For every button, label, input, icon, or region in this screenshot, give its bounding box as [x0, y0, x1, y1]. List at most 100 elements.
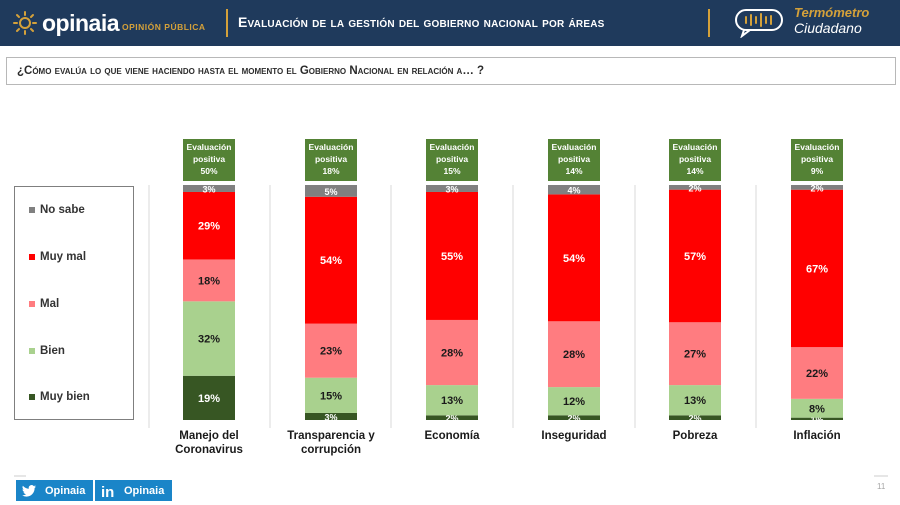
callout-text: positiva [679, 154, 711, 164]
callout-text: positiva [801, 154, 833, 164]
data-label: 5% [324, 187, 337, 197]
legend-label: Muy mal [40, 251, 87, 263]
data-label: 15% [320, 390, 342, 402]
data-label: 67% [806, 263, 828, 275]
bar-segment [426, 319, 478, 386]
bar-segment [426, 191, 478, 320]
legend-swatch [29, 254, 35, 260]
bar-segment [183, 191, 235, 260]
bar-segment [548, 387, 600, 416]
callout-text: 15% [443, 166, 460, 176]
data-label: 28% [563, 349, 585, 361]
bar-segment [669, 185, 721, 190]
bar-segment [426, 385, 478, 416]
thermometer-speech-icon [735, 9, 783, 38]
category-label: Transparencia y [287, 430, 375, 442]
category-label: Coronavirus [175, 444, 243, 456]
legend-label: No sabe [40, 204, 85, 216]
callout-box [669, 139, 721, 181]
bar-segment [548, 185, 600, 195]
data-label: 2% [810, 183, 823, 193]
category-label: Manejo del [179, 430, 238, 442]
callout-text: Evaluación [187, 142, 232, 152]
data-label: 23% [320, 346, 342, 358]
legend-label: Bien [40, 345, 65, 357]
category-label: Inseguridad [541, 430, 606, 442]
data-label: 29% [198, 221, 220, 233]
bar-segment [305, 377, 357, 413]
bar-segment [548, 194, 600, 322]
sun-logo-icon [13, 11, 37, 35]
legend-swatch [29, 207, 35, 213]
data-label: 22% [806, 368, 828, 380]
brand-logo[interactable]: opinaia OPINIÓN PÚBLICA [12, 8, 206, 38]
legend-item: No sabe [29, 203, 85, 217]
bar-segment [305, 196, 357, 324]
bar-segment [183, 301, 235, 376]
bar-segment [548, 415, 600, 420]
data-label: 3% [445, 184, 458, 194]
data-label: 2% [688, 183, 701, 193]
callout-text: positiva [558, 154, 590, 164]
category-label: Inflación [793, 430, 840, 442]
header-divider [226, 9, 228, 37]
linkedin-link[interactable]: in Opinaia [95, 480, 173, 501]
data-label: 54% [320, 255, 342, 267]
badge-title: Termómetro [794, 5, 870, 20]
bar-segment [548, 321, 600, 388]
callout-text: 14% [565, 166, 582, 176]
callout-box [791, 139, 843, 181]
callout-box [548, 139, 600, 181]
bar-segment [791, 185, 843, 190]
legend-item: Mal [29, 297, 59, 311]
data-label: 4% [567, 186, 580, 196]
data-label: 28% [441, 348, 463, 360]
bar-segment [305, 185, 357, 197]
bar-segment [183, 375, 235, 420]
legend-label: Muy bien [40, 391, 90, 403]
bar-segment [791, 417, 843, 420]
bar-segment [791, 398, 843, 418]
data-label: 27% [684, 349, 706, 361]
twitter-link[interactable]: Opinaia [16, 480, 94, 501]
data-label: 32% [198, 334, 220, 346]
data-label: 12% [563, 396, 585, 408]
brand-subtitle: OPINIÓN PÚBLICA [122, 21, 206, 32]
callout-text: 9% [811, 166, 824, 176]
legend-label: Mal [40, 298, 60, 310]
bar-segment [426, 185, 478, 192]
data-label: 13% [441, 395, 463, 407]
legend-swatch [29, 301, 35, 307]
svg-text:in: in [101, 484, 114, 499]
page-number: 11 [877, 482, 886, 491]
twitter-icon [22, 484, 36, 497]
data-label: 57% [684, 251, 706, 263]
twitter-handle: Opinaia [45, 484, 86, 497]
page-title: Evaluación de la gestión del gobierno na… [238, 14, 605, 30]
bar-segment [305, 323, 357, 378]
header-bar: opinaia OPINIÓN PÚBLICA Evaluación de la… [0, 0, 900, 46]
callout-text: Evaluación [795, 142, 840, 152]
legend-swatch [29, 394, 35, 400]
callout-text: Evaluación [309, 142, 354, 152]
callout-box [305, 139, 357, 181]
bar-segment [183, 259, 235, 302]
data-label: 3% [324, 412, 337, 422]
callout-text: Evaluación [673, 142, 718, 152]
callout-text: positiva [436, 154, 468, 164]
bar-segment [426, 415, 478, 420]
callout-text: Evaluación [430, 142, 475, 152]
bar-segment [305, 412, 357, 420]
data-label: 3% [202, 184, 215, 194]
callout-box [183, 139, 235, 181]
bar-segment [669, 189, 721, 323]
callout-text: Evaluación [552, 142, 597, 152]
legend-item: Muy bien [29, 390, 90, 404]
category-label: Economía [425, 430, 481, 442]
data-label: 55% [441, 251, 463, 263]
bar-segment [669, 385, 721, 416]
bar-segment [669, 322, 721, 386]
bar-segment [791, 347, 843, 399]
footer-divider [14, 475, 26, 477]
